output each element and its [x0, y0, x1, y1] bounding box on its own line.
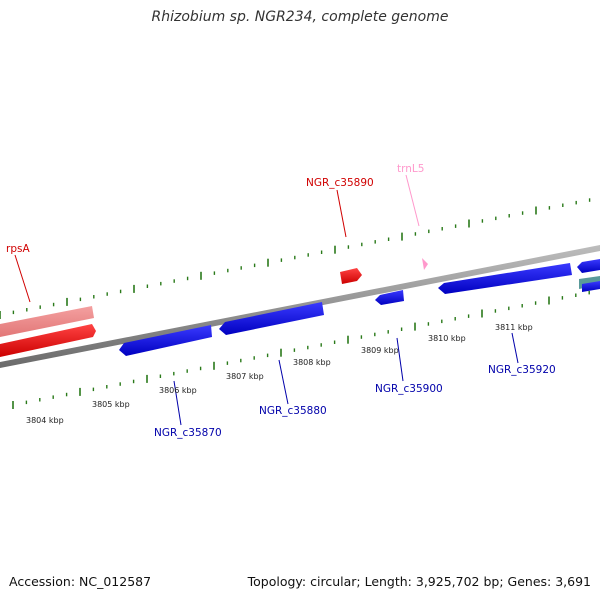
tick-label-3811: 3811 kbp — [495, 323, 533, 332]
gene-blue-partial[interactable] — [577, 259, 600, 273]
label-NGR_c35880[interactable]: NGR_c35880 — [259, 405, 327, 417]
genome-summary-text: Topology: circular; Length: 3,925,702 bp… — [247, 574, 591, 589]
label-NGR_c35870[interactable]: NGR_c35870 — [154, 427, 222, 439]
leader-rpsA — [14, 254, 31, 303]
label-rpsA[interactable]: rpsA — [6, 243, 30, 255]
leader-NGR_c35920 — [511, 332, 519, 364]
gene-trnL5[interactable] — [422, 258, 428, 270]
leader-NGR_c35870 — [173, 380, 182, 426]
gene-NGR_c35880[interactable] — [219, 302, 324, 335]
leader-NGR_c35900 — [396, 337, 404, 382]
leader-NGR_c35880 — [278, 359, 289, 405]
label-NGR_c35900[interactable]: NGR_c35900 — [375, 383, 443, 395]
tick-label-3810: 3810 kbp — [428, 334, 466, 343]
forward-tick-track — [0, 198, 591, 319]
label-trnL5[interactable]: trnL5 — [397, 163, 424, 175]
gene-rpsA[interactable] — [0, 324, 96, 357]
genome-title: Rhizobium sp. NGR234, complete genome — [151, 9, 449, 25]
gene-blue-partial-2[interactable] — [582, 281, 600, 292]
label-NGR_c35890[interactable]: NGR_c35890 — [306, 177, 374, 189]
gene-NGR_c35900[interactable] — [375, 290, 404, 305]
gene-NGR_c35920[interactable] — [438, 263, 572, 294]
leader-trnL5 — [405, 174, 420, 227]
accession-text: Accession: NC_012587 — [9, 574, 152, 589]
reverse-tick-track — [12, 290, 590, 409]
genome-backbone — [0, 245, 600, 368]
tick-label-3809: 3809 kbp — [361, 346, 399, 355]
tick-label-3804: 3804 kbp — [26, 416, 64, 425]
gene-rpsA-light[interactable] — [0, 306, 94, 337]
leader-NGR_c35890 — [336, 189, 347, 238]
tick-label-3806: 3806 kbp — [159, 386, 197, 395]
tick-label-3807: 3807 kbp — [226, 372, 264, 381]
label-NGR_c35920[interactable]: NGR_c35920 — [488, 364, 556, 376]
gene-NGR_c35870[interactable] — [119, 325, 212, 356]
gene-NGR_c35890[interactable] — [340, 268, 362, 284]
tick-label-3805: 3805 kbp — [92, 400, 130, 409]
tick-label-3808: 3808 kbp — [293, 358, 331, 367]
